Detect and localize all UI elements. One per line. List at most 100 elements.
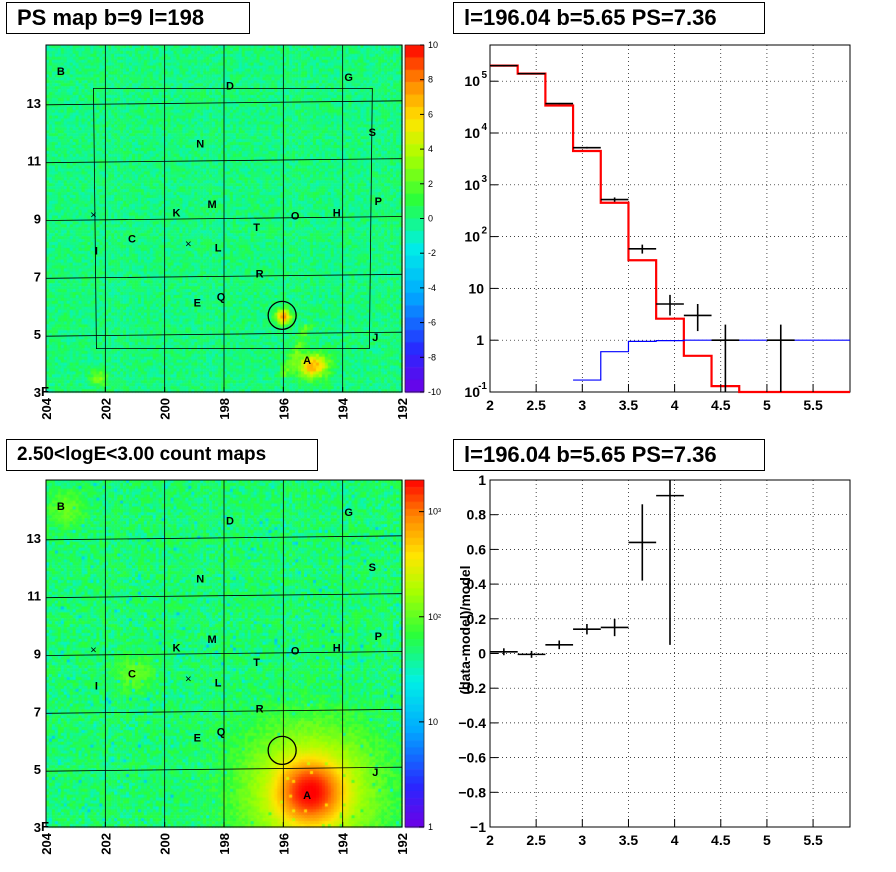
ratio-y-tick-label: 0.2 xyxy=(467,611,487,627)
ratio-y-tick-label: 1 xyxy=(478,472,486,488)
ps_map-grid-parallel xyxy=(45,216,403,221)
count_map-source-label-A: A xyxy=(303,790,311,802)
count_map-y-tick-label: 9 xyxy=(34,647,41,662)
ratio-y-tick-label: −1 xyxy=(470,819,486,835)
spectrum-y-tick-label: 10 xyxy=(464,125,480,141)
count-map-title: 2.50<logE<3.00 count maps xyxy=(6,439,318,471)
count_map-x-tick-label: 202 xyxy=(98,833,113,855)
count_map-source-label-S: S xyxy=(369,562,376,574)
spectrum-y-tick-label: 1 xyxy=(476,332,484,348)
ps-roi-outline xyxy=(93,87,373,350)
count_map-colorbar-tick-label: 1 xyxy=(428,822,433,832)
count_map-y-tick-label: 3 xyxy=(34,820,41,835)
count_map-source-label-D: D xyxy=(226,515,234,527)
spectrum-y-tick-exponent: 2 xyxy=(481,226,487,237)
count_map-grid-parallel xyxy=(45,651,403,656)
ps_map-colorbar-tick-label: 0 xyxy=(428,214,433,224)
ratio-y-tick-label: −0.8 xyxy=(458,784,486,800)
ratio-x-tick-label: 4 xyxy=(671,832,679,848)
count_map-x-tick-label: 194 xyxy=(336,832,351,854)
ps_map-y-tick-label: 5 xyxy=(34,327,41,342)
count_map-source-label-N: N xyxy=(196,573,204,585)
count_map-y-tick-label: 5 xyxy=(34,762,41,777)
count_map-y-tick-label: 11 xyxy=(27,589,41,604)
count_map-colorbar-frame xyxy=(404,479,425,828)
ps_map-source-label-N: N xyxy=(196,138,204,150)
ps_map-y-tick-label: 11 xyxy=(27,154,41,169)
ps_map-source-label-J: J xyxy=(372,332,378,344)
ps_map-x-tick-label: 204 xyxy=(39,397,54,419)
count_map-x-tick-label: 198 xyxy=(217,833,232,855)
ps_map-x-tick-label: 194 xyxy=(336,397,351,419)
ps_map-cross-marker: × xyxy=(90,210,96,222)
ratio-x-tick-label: 4.5 xyxy=(711,832,731,848)
ps_map-x-tick-label: 198 xyxy=(217,398,232,420)
spectrum-x-tick-label: 4 xyxy=(671,397,679,413)
ps_map-source-label-C: C xyxy=(128,234,136,246)
spectrum-x-tick-label: 5 xyxy=(763,397,771,413)
count_map-source-label-Q: Q xyxy=(217,727,226,739)
ps_map-colorbar-tick-label: 8 xyxy=(428,75,433,85)
ratio-x-tick-label: 3 xyxy=(578,832,586,848)
count_map-target-circle xyxy=(267,735,297,766)
ps_map-corner-label: F xyxy=(41,384,49,399)
ratio-x-tick-label: 5 xyxy=(763,832,771,848)
count_map-source-label-O: O xyxy=(291,646,300,658)
ps_map-source-label-D: D xyxy=(226,80,234,92)
ps_map-map-overlay xyxy=(45,44,403,393)
ps_map-source-label-O: O xyxy=(291,211,300,223)
spectrum-title: l=196.04 b=5.65 PS=7.36 xyxy=(453,2,765,34)
ps_map-source-label-K: K xyxy=(173,208,181,220)
ratio-y-tick-label: 0 xyxy=(478,646,486,662)
count_map-source-label-E: E xyxy=(194,732,201,744)
ratio-x-tick-label: 5.5 xyxy=(803,832,823,848)
count_map-source-label-H: H xyxy=(333,643,341,655)
count_map-corner-label: F xyxy=(41,819,49,834)
ps_map-source-label-H: H xyxy=(333,208,341,220)
spectrum-frame xyxy=(489,44,851,393)
spectrum-x-tick-label: 4.5 xyxy=(711,397,731,413)
ps_map-colorbar-tick-label: 10 xyxy=(428,40,438,50)
spectrum-x-tick-label: 3.5 xyxy=(619,397,639,413)
ps_map-source-label-M: M xyxy=(208,199,217,211)
ps_map-target-circle xyxy=(267,300,297,331)
ps_map-colorbar-tick-label: -8 xyxy=(428,352,436,362)
ps_map-source-label-E: E xyxy=(194,297,201,309)
ps_map-y-tick-label: 7 xyxy=(34,269,41,284)
ps_map-colorbar-tick-label: -6 xyxy=(428,318,436,328)
spectrum-y-tick-label: 10 xyxy=(464,229,480,245)
spectrum-x-tick-label: 3 xyxy=(578,397,586,413)
ps_map-grid-parallel xyxy=(45,100,403,106)
count_map-grid-parallel xyxy=(45,766,403,772)
ratio-y-tick-label: 0.4 xyxy=(467,576,487,592)
ps_map-x-tick-label: 196 xyxy=(276,398,291,420)
ps_map-source-label-R: R xyxy=(256,268,264,280)
ps_map-source-label-L: L xyxy=(215,242,222,254)
ratio-y-tick-label: 0.6 xyxy=(467,541,487,557)
spectrum-y-tick-exponent: 3 xyxy=(481,174,487,185)
ratio-x-tick-label: 2.5 xyxy=(526,832,546,848)
ps_map-source-label-B: B xyxy=(57,66,65,78)
count_map-map-overlay xyxy=(45,479,403,828)
count_map-y-tick-label: 7 xyxy=(34,704,41,719)
ps_map-y-tick-label: 9 xyxy=(34,212,41,227)
count_map-y-tick-label: 13 xyxy=(27,531,41,546)
ps_map-grid-parallel xyxy=(45,158,403,164)
ps_map-grid-parallel xyxy=(45,331,403,337)
count_map-source-label-B: B xyxy=(57,501,65,513)
count_map-source-label-G: G xyxy=(344,507,353,519)
ps_map-source-label-Q: Q xyxy=(217,292,226,304)
count_map-x-tick-label: 200 xyxy=(158,833,173,855)
spectrum-y-tick-exponent: 4 xyxy=(481,122,487,133)
count_map-x-tick-label: 196 xyxy=(276,833,291,855)
ps_map-source-label-T: T xyxy=(253,222,260,234)
ps-map-title: PS map b=9 l=198 xyxy=(6,2,250,34)
count_map-cross-marker: × xyxy=(185,674,191,686)
spectrum-y-tick-exponent: -1 xyxy=(478,381,487,392)
ps_map-source-label-I: I xyxy=(95,245,98,257)
ps_map-y-tick-label: 13 xyxy=(27,96,41,111)
ps_map-colorbar-tick-label: -2 xyxy=(428,248,436,258)
count_map-source-label-M: M xyxy=(208,634,217,646)
count_map-colorbar-tick-label: 10² xyxy=(428,612,441,622)
